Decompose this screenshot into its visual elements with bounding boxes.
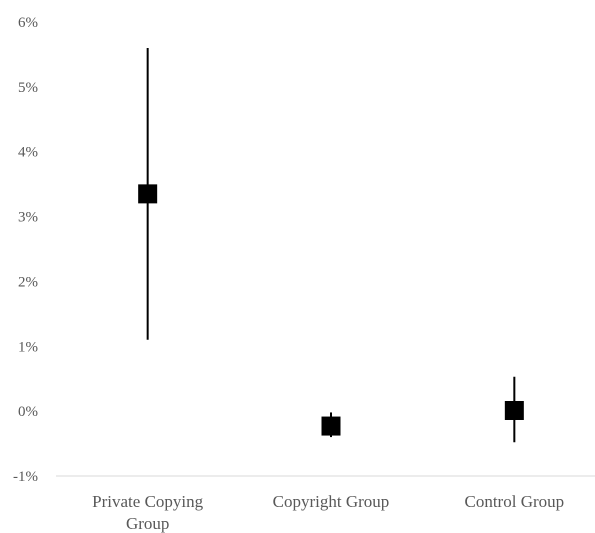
data-point xyxy=(138,184,158,204)
y-tick-label: 4% xyxy=(18,145,38,161)
x-category-label: Control Group xyxy=(465,492,565,511)
y-tick-label: 3% xyxy=(18,210,38,226)
y-tick-label: 1% xyxy=(18,339,38,355)
data-point xyxy=(504,400,524,420)
x-category-label: Group xyxy=(126,514,169,533)
x-axis-categories: Private Copying Group Copyright Group Contr… xyxy=(92,492,564,533)
error-bars xyxy=(146,47,516,443)
y-axis-ticks: -1% 0% 1% 2% 3% 4% 5% 6% xyxy=(13,15,38,485)
y-tick-label: 2% xyxy=(18,274,38,290)
data-markers xyxy=(138,184,524,436)
y-tick-label: 6% xyxy=(18,15,38,31)
y-tick-label: 5% xyxy=(18,80,38,96)
y-tick-label: -1% xyxy=(13,469,38,485)
data-point xyxy=(321,416,341,436)
x-category-label: Private Copying xyxy=(92,492,203,511)
y-tick-label: 0% xyxy=(18,404,38,420)
x-category-label: Copyright Group xyxy=(273,492,390,511)
